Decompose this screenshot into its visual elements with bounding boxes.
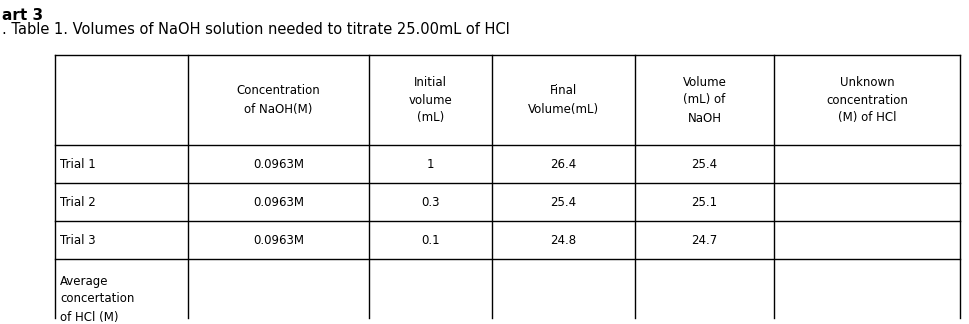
Text: Trial 3: Trial 3 — [60, 234, 96, 247]
Text: Volume
(mL) of
NaOH: Volume (mL) of NaOH — [682, 75, 726, 124]
Text: 25.4: 25.4 — [691, 157, 717, 170]
Text: Trial 1: Trial 1 — [60, 157, 96, 170]
Text: Average
concertation
of HCl (M): Average concertation of HCl (M) — [60, 274, 135, 323]
Text: 1: 1 — [426, 157, 433, 170]
Text: Trial 2: Trial 2 — [60, 195, 96, 209]
Text: 0.0963M: 0.0963M — [253, 195, 303, 209]
Text: Unknown
concentration
(M) of HCl: Unknown concentration (M) of HCl — [825, 75, 907, 124]
Text: 24.8: 24.8 — [549, 234, 576, 247]
Text: 0.3: 0.3 — [421, 195, 439, 209]
Text: 25.1: 25.1 — [691, 195, 717, 209]
Text: 0.0963M: 0.0963M — [253, 234, 303, 247]
Text: 0.0963M: 0.0963M — [253, 157, 303, 170]
Text: . Table 1. Volumes of NaOH solution needed to titrate 25.00mL of HCl: . Table 1. Volumes of NaOH solution need… — [2, 22, 510, 37]
Text: art 3: art 3 — [2, 8, 43, 23]
Text: 0.1: 0.1 — [421, 234, 439, 247]
Text: Concentration
of NaOH(M): Concentration of NaOH(M) — [236, 85, 320, 115]
Text: Final
Volume(mL): Final Volume(mL) — [527, 85, 598, 115]
Text: 25.4: 25.4 — [549, 195, 576, 209]
Text: 24.7: 24.7 — [691, 234, 717, 247]
Text: 26.4: 26.4 — [549, 157, 576, 170]
Text: Initial
volume
(mL): Initial volume (mL) — [408, 75, 452, 124]
